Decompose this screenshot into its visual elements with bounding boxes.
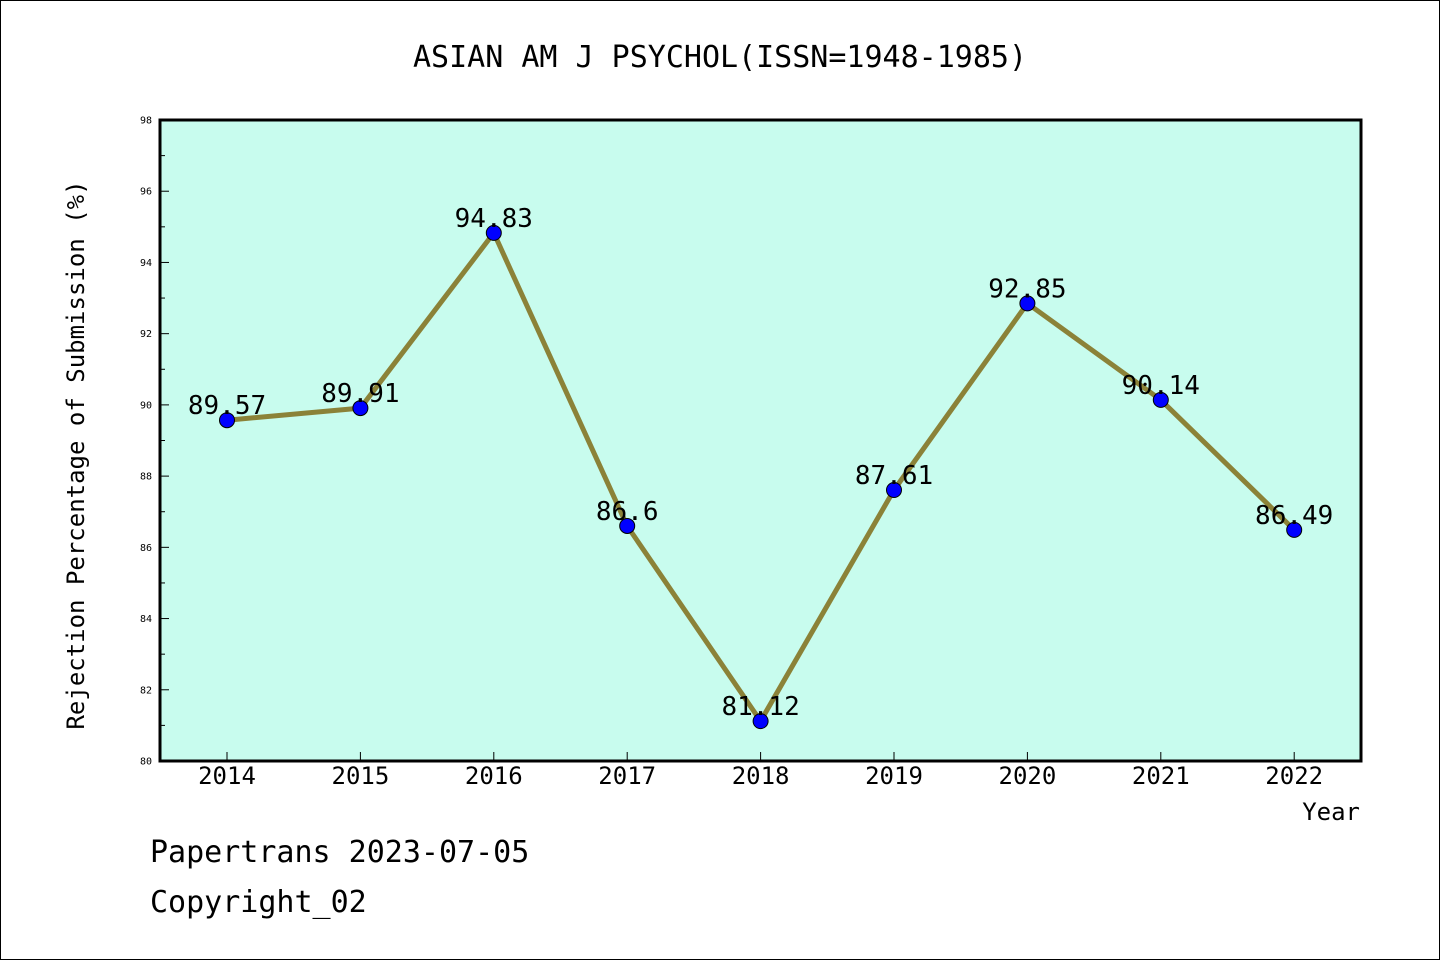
y-tick-label: 98 [140, 116, 152, 127]
y-tick-label: 82 [140, 685, 152, 696]
data-label: 92.85 [988, 274, 1066, 304]
chart-title: ASIAN AM J PSYCHOL(ISSN=1948-1985) [413, 40, 1027, 75]
x-tick-label: 2020 [999, 762, 1057, 790]
x-tick-label: 2015 [332, 762, 390, 790]
x-tick-label: 2019 [865, 762, 923, 790]
x-axis: 2014 2015 2016 2017 2018 2019 2020 2021 2022 [198, 752, 1323, 790]
data-label: 87.61 [855, 461, 933, 491]
data-label: 94.83 [455, 204, 533, 234]
y-tick-label: 92 [140, 329, 152, 340]
y-tick-label: 96 [140, 187, 152, 198]
footer-copyright: Copyright_02 [150, 885, 367, 920]
data-label: 86.6 [596, 497, 659, 527]
y-tick-label: 88 [140, 472, 152, 483]
x-tick-label: 2016 [465, 762, 523, 790]
plot-area [158, 118, 1363, 763]
data-point [485, 224, 502, 241]
data-point [219, 412, 235, 429]
data-labels: 89.57 89.91 94.83 86.6 81.12 87.61 92.85 90.14 8… [188, 204, 1333, 722]
x-tick-label: 2022 [1265, 762, 1323, 790]
x-tick-label: 2018 [732, 762, 790, 790]
y-tick-label: 84 [140, 614, 152, 625]
data-label: 81.12 [721, 692, 799, 722]
data-point [619, 517, 636, 534]
y-axis: 80 82 84 86 88 90 92 94 96 98 [140, 116, 169, 768]
x-tick-label: 2014 [198, 762, 256, 790]
x-axis-label: Year [1302, 798, 1360, 826]
footer-date: Papertrans 2023-07-05 [150, 835, 530, 870]
data-label: 86.49 [1255, 501, 1333, 531]
data-point [1019, 295, 1036, 312]
data-label: 89.91 [321, 379, 399, 409]
x-tick-label: 2017 [598, 762, 656, 790]
y-tick-label: 90 [140, 400, 152, 411]
data-point [752, 713, 769, 730]
y-axis-label: Rejection Percentage of Submission (%) [62, 180, 90, 729]
x-tick-label: 2021 [1132, 762, 1190, 790]
y-tick-label: 94 [140, 258, 152, 269]
data-label: 89.57 [188, 391, 266, 421]
y-tick-label: 80 [140, 757, 152, 768]
data-markers [219, 224, 1303, 730]
data-label: 90.14 [1122, 371, 1200, 401]
data-point [886, 481, 902, 498]
y-tick-label: 86 [140, 543, 152, 554]
data-point [1286, 521, 1303, 538]
data-point [1152, 391, 1169, 408]
data-point [352, 400, 369, 417]
